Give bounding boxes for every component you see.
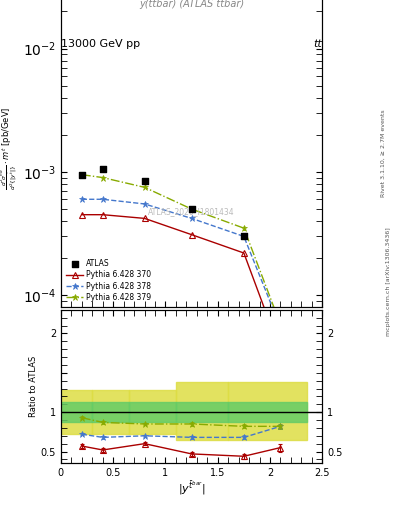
Legend: ATLAS, Pythia 6.428 370, Pythia 6.428 378, Pythia 6.428 379: ATLAS, Pythia 6.428 370, Pythia 6.428 37…: [65, 258, 153, 304]
Pythia 6.428 370: [142, 216, 147, 222]
ATLAS: [189, 205, 195, 213]
ATLAS: [141, 177, 148, 185]
Pythia 6.428 378: [142, 201, 147, 207]
Pythia 6.428 378: [189, 216, 194, 222]
Bar: [129, 390, 176, 434]
Bar: [228, 402, 307, 422]
Bar: [176, 402, 228, 422]
X-axis label: $|y^{\bar{t}^{bar}}|$: $|y^{\bar{t}^{bar}}|$: [178, 480, 206, 497]
Text: mcplots.cern.ch [arXiv:1306.3436]: mcplots.cern.ch [arXiv:1306.3436]: [386, 227, 391, 336]
Line: Pythia 6.428 379: Pythia 6.428 379: [78, 171, 284, 328]
Bar: [61, 390, 92, 434]
Pythia 6.428 379: [241, 225, 246, 231]
Pythia 6.428 379: [142, 184, 147, 190]
ATLAS: [241, 232, 247, 241]
Bar: [228, 382, 307, 440]
Text: y(ttbar) (ATLAS ttbar): y(ttbar) (ATLAS ttbar): [139, 0, 244, 9]
Pythia 6.428 378: [278, 324, 283, 330]
Y-axis label: Ratio to ATLAS: Ratio to ATLAS: [29, 356, 38, 417]
Text: Rivet 3.1.10, ≥ 2.7M events: Rivet 3.1.10, ≥ 2.7M events: [381, 110, 386, 198]
ATLAS: [277, 314, 284, 323]
Pythia 6.428 370: [241, 250, 246, 256]
Bar: [92, 390, 129, 434]
Pythia 6.428 370: [278, 348, 283, 354]
Pythia 6.428 378: [100, 196, 105, 202]
Line: Pythia 6.428 378: Pythia 6.428 378: [78, 196, 284, 331]
Bar: [92, 402, 129, 422]
Bar: [176, 382, 228, 440]
ATLAS: [99, 165, 106, 174]
Pythia 6.428 370: [79, 211, 84, 218]
Pythia 6.428 379: [278, 322, 283, 328]
Pythia 6.428 378: [241, 233, 246, 240]
Bar: [61, 402, 92, 422]
Pythia 6.428 370: [100, 211, 105, 218]
Y-axis label: $\frac{d^2\sigma^{nd}}{d^2\{|y^{\bar{t}}|\}} \cdot m^{\bar{t}}$ [pb/GeV]: $\frac{d^2\sigma^{nd}}{d^2\{|y^{\bar{t}}…: [0, 107, 20, 190]
Bar: [129, 402, 176, 422]
Pythia 6.428 378: [79, 196, 84, 202]
Pythia 6.428 370: [189, 231, 194, 238]
Pythia 6.428 379: [79, 172, 84, 178]
Text: 13000 GeV pp: 13000 GeV pp: [61, 38, 140, 49]
ATLAS: [79, 170, 85, 179]
Line: Pythia 6.428 370: Pythia 6.428 370: [79, 212, 283, 354]
Pythia 6.428 379: [189, 206, 194, 212]
Text: ATLAS_2020_I1801434: ATLAS_2020_I1801434: [148, 207, 235, 217]
Pythia 6.428 379: [100, 175, 105, 181]
Text: tt: tt: [314, 38, 322, 49]
